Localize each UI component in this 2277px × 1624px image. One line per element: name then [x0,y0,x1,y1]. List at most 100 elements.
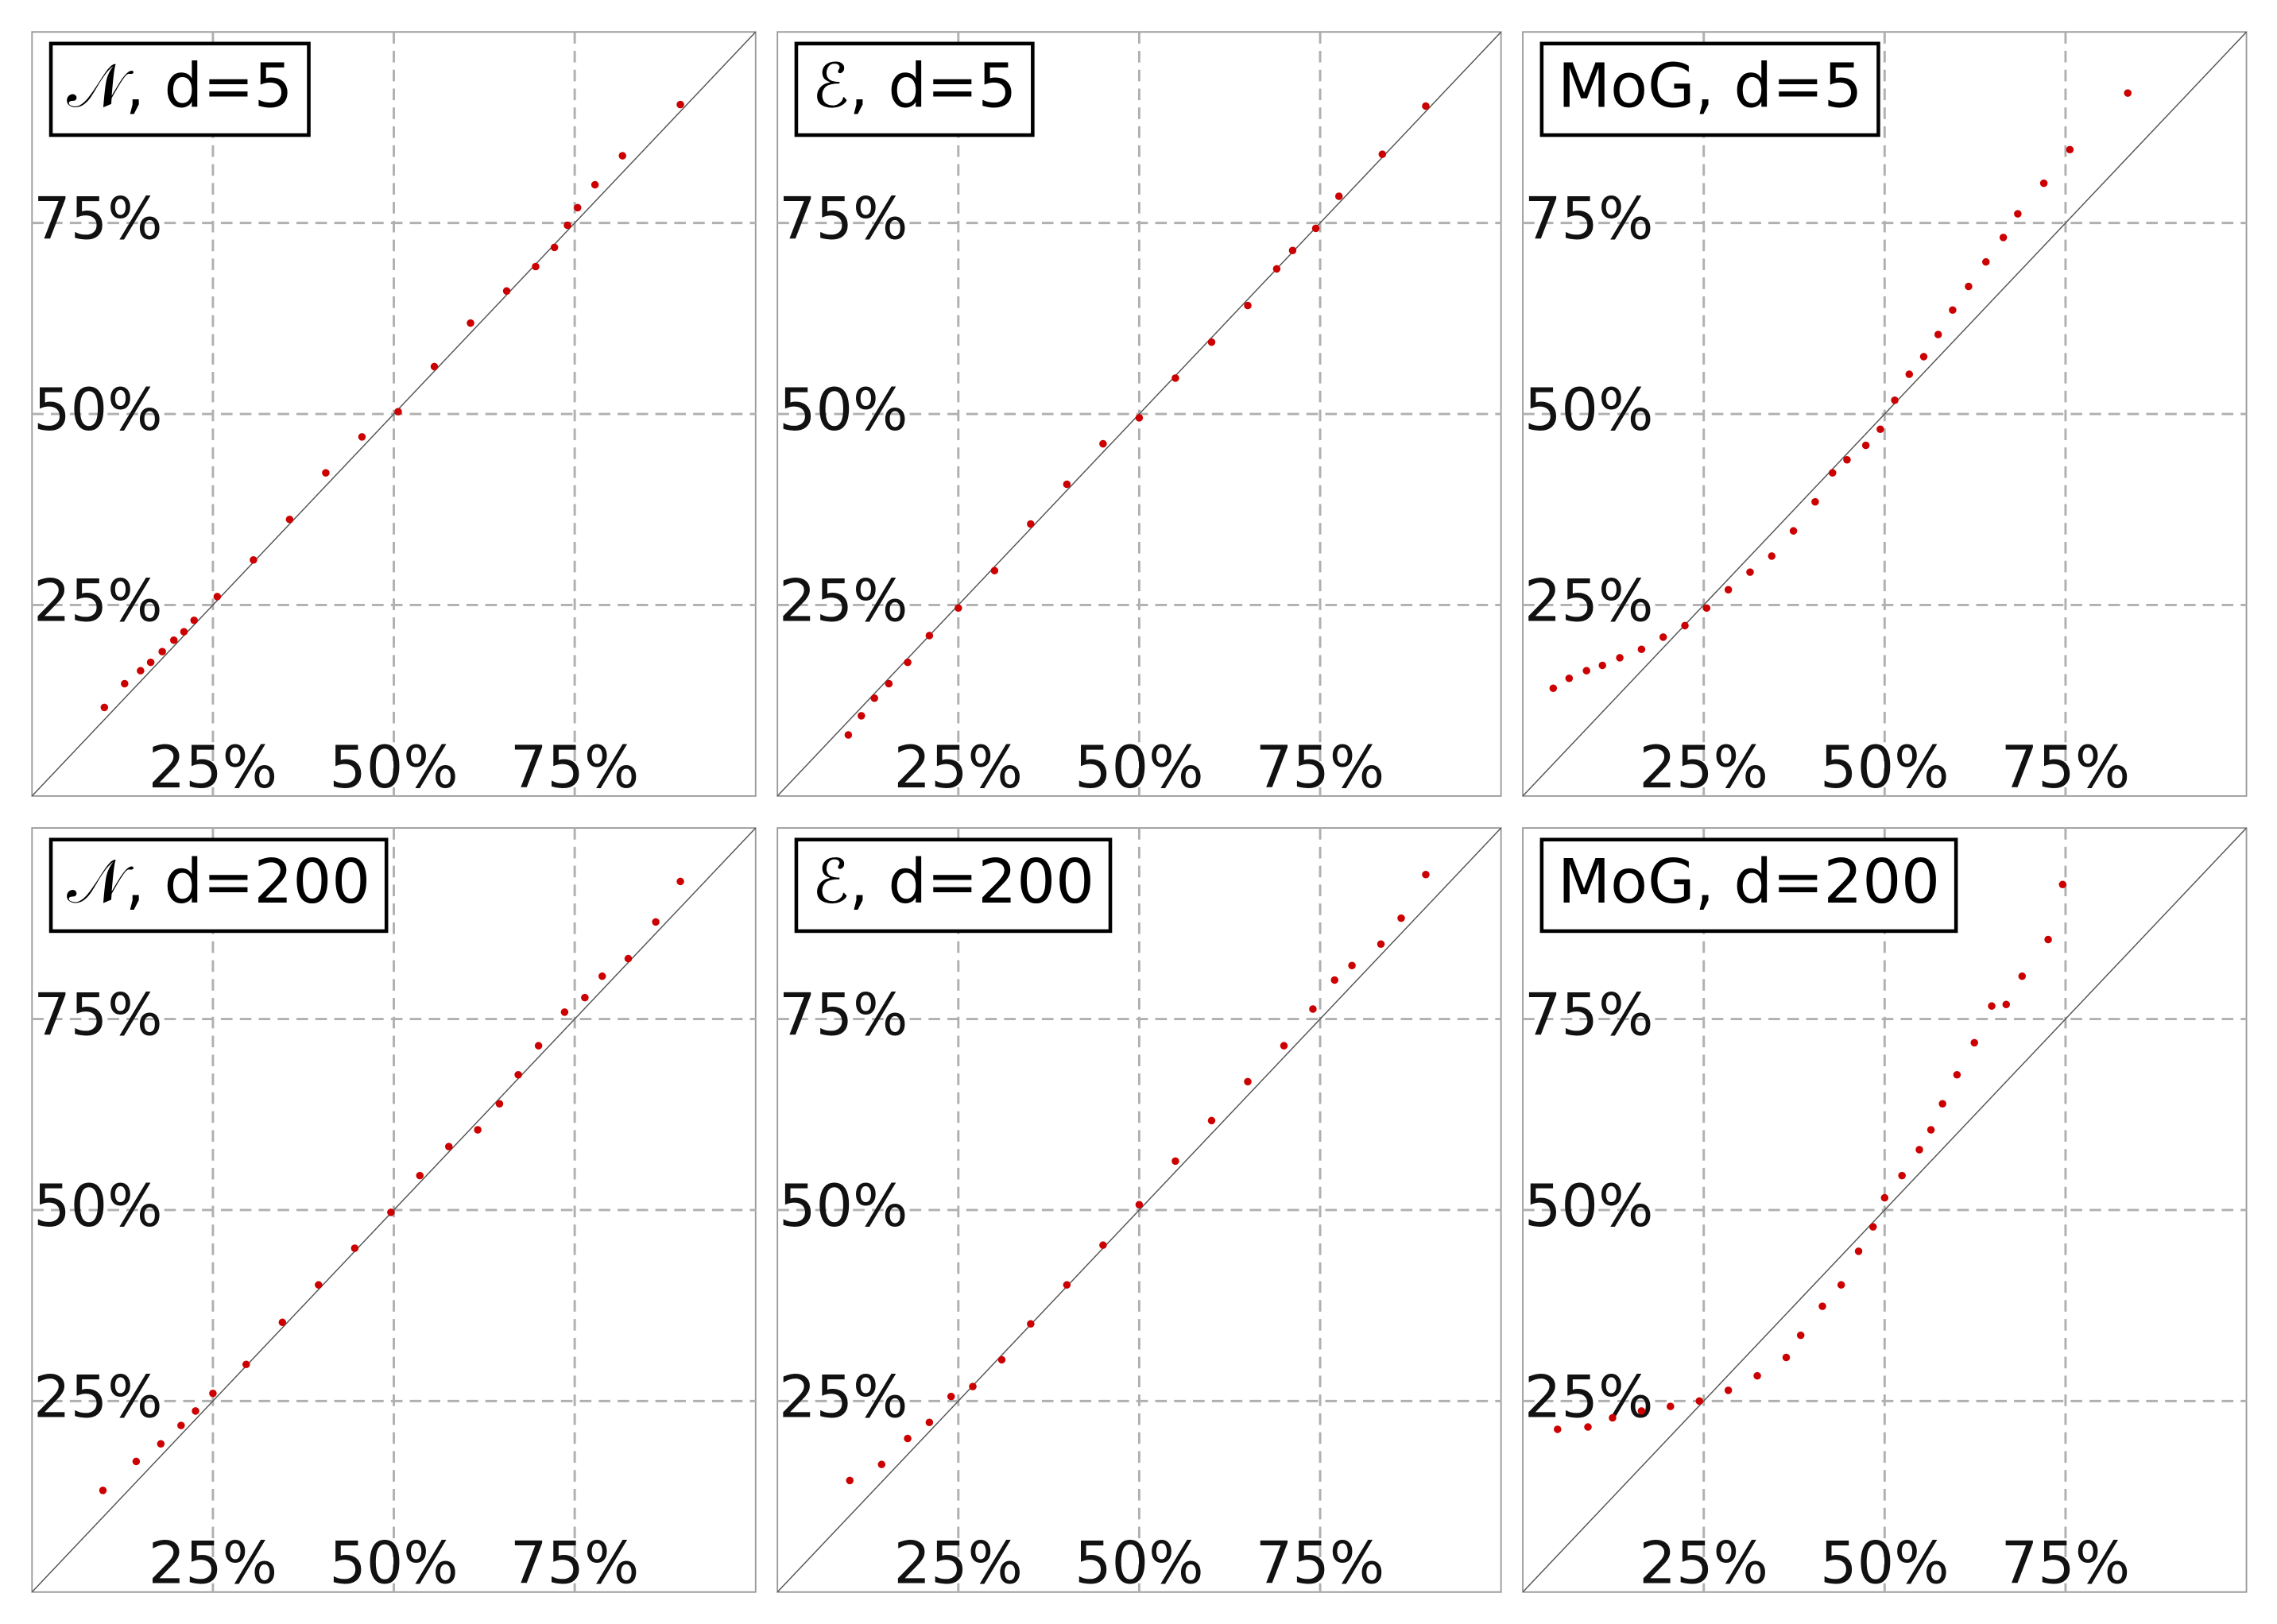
x-tick-label: 75% [510,1530,640,1598]
point [430,362,439,371]
x-tick-label: 75% [2001,734,2131,802]
point [1207,338,1216,346]
point [1554,1425,1562,1433]
point [560,1008,569,1016]
point [1789,527,1798,535]
x-tick-label: 50% [329,1530,459,1598]
point [1768,552,1776,560]
x-tick-label: 50% [329,734,459,802]
diagonal [776,31,1502,797]
title-box [48,837,389,934]
x-tick-label: 75% [1256,734,1385,802]
point [1099,1241,1107,1249]
point [1244,301,1252,310]
y-tick-label: 50% [779,1173,908,1240]
point [514,1070,522,1079]
y-tick-label: 50% [33,377,163,444]
point [146,658,155,667]
point [213,593,222,601]
point [1099,439,1107,448]
point [1378,150,1387,158]
y-tick-label: 75% [1524,186,1654,253]
point [1965,282,1973,291]
point [100,703,109,712]
point [624,954,633,963]
point [350,1244,359,1252]
y-tick-label: 50% [1524,1173,1654,1240]
point [1637,645,1646,654]
panel-title: MoG, d=5 [1558,51,1862,122]
point [358,433,366,441]
x-tick-label: 75% [2001,1530,2131,1598]
point [394,408,402,416]
x-tick-label: 25% [1639,1530,1768,1598]
point [618,152,626,160]
x-tick-label: 25% [149,1530,278,1598]
point [1999,234,2008,242]
diagonal [1522,827,2248,1593]
point [2066,145,2074,154]
point [1949,306,1957,315]
y-tick-label: 25% [33,1363,163,1431]
y-tick-label: 50% [779,377,908,444]
y-tick-label: 75% [779,982,908,1050]
point [1422,871,1430,879]
point [1348,961,1356,969]
y-tick-label: 75% [1524,982,1654,1050]
title-box [1539,837,1958,934]
y-tick-label: 25% [1524,1363,1654,1431]
diagonal [776,827,1502,1593]
point [1811,497,1819,506]
x-tick-label: 50% [1075,1530,1204,1598]
point [1695,1397,1703,1406]
point [858,712,865,720]
point [1667,1402,1675,1410]
point [1818,1302,1826,1310]
point [877,1460,886,1468]
point [1927,1126,1935,1134]
point [1637,1407,1646,1415]
point [209,1389,217,1398]
point [1880,1193,1889,1202]
point [177,1421,185,1429]
point [1854,1247,1863,1255]
point [190,616,198,624]
panel: 25% 50% 75% 25% 50% 75% 𝒩, d=200 [31,827,757,1598]
point [121,679,129,688]
y-tick-label: 50% [1524,377,1654,444]
diagonal [31,31,757,797]
panel-title: 𝒩, d=200 [67,847,370,918]
point [870,694,878,702]
point [955,604,962,613]
point [591,180,599,189]
point [1782,1353,1791,1362]
point [1796,1331,1805,1340]
point [1244,1077,1252,1086]
point [502,287,511,295]
point [1272,265,1281,273]
point [278,1318,287,1327]
point [2039,179,2048,188]
point [925,632,934,640]
point [1171,374,1179,382]
point [1422,102,1430,110]
panel-title: MoG, d=200 [1558,847,1940,918]
point [652,918,660,926]
point [1934,331,1942,338]
point [1609,1413,1617,1422]
point [676,100,684,109]
x-tick-label: 25% [894,734,1024,802]
point [969,1382,977,1390]
point [250,555,258,564]
panel-title: ℰ, d=5 [812,51,1017,122]
point [1829,469,1837,477]
point [157,1440,165,1448]
point [1584,1423,1592,1431]
point [1565,675,1574,682]
point [1334,192,1343,200]
point [180,628,188,636]
y-tick-label: 25% [779,1363,908,1431]
y-tick-label: 75% [33,186,163,253]
point [99,1487,107,1494]
